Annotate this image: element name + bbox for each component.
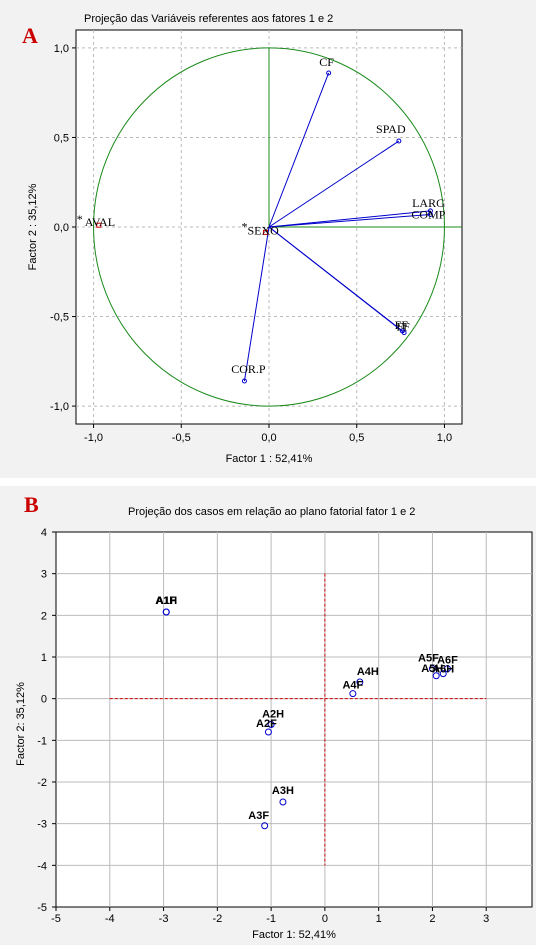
plot-area <box>55 531 533 908</box>
x-axis-label: Factor 1: 52,41% <box>252 929 336 941</box>
y-tick-label: 1 <box>41 652 47 664</box>
x-tick-label: -1,0 <box>84 432 103 444</box>
y-tick-label: -4 <box>37 860 47 872</box>
case-point <box>162 608 170 616</box>
panel-letter: B <box>24 492 39 517</box>
x-tick-label: -0,5 <box>172 432 191 444</box>
case-point <box>264 728 272 736</box>
case-label: A6F <box>437 655 458 667</box>
case-label: A1F <box>156 595 177 607</box>
vector-line <box>268 226 405 334</box>
x-tick-label: -1 <box>266 913 276 925</box>
case-label: A5H <box>421 663 443 675</box>
x-tick-label: 3 <box>483 913 489 925</box>
pca-variables-chart: -1,0 -0,5 0,0 0,5 1,0 1,0 0,5 0,0 -0,5 -1,0 CF SPAD… <box>22 13 463 465</box>
case-point <box>349 690 357 698</box>
case-label: A5F <box>418 653 439 665</box>
y-tick-label: -3 <box>37 819 47 831</box>
asterisk-mark: * <box>77 212 83 226</box>
vector-line <box>268 72 330 228</box>
x-tick-label: -2 <box>212 913 222 925</box>
case-label: A2F <box>256 718 277 730</box>
y-tick-label: 0 <box>41 694 47 706</box>
case-point <box>356 678 364 686</box>
variable-label: CF <box>319 55 334 69</box>
panel-letter: A <box>22 23 38 48</box>
supplementary-point <box>96 222 102 228</box>
y-tick-label: 4 <box>41 527 47 539</box>
variable-label: LARG <box>412 196 445 210</box>
case-label: A2H <box>262 709 284 721</box>
case-label: A6H <box>432 664 454 676</box>
x-tick-label: 0,5 <box>349 432 364 444</box>
variable-label: SPAD <box>376 122 406 136</box>
y-axis-label: Factor 2: 35,12% <box>15 682 27 766</box>
case-label: A4H <box>357 666 379 678</box>
case-point <box>279 798 287 806</box>
vector-tip <box>396 138 402 144</box>
case-point <box>432 672 440 680</box>
x-tick-label: 1 <box>376 913 382 925</box>
y-tick-label: -5 <box>37 902 47 914</box>
vector-tip <box>326 70 332 76</box>
chart-panel-b: -5 -4 -3 -2 -1 0 1 2 3 4 3 2 1 0 -1 -2 -3 -4 -5 A1F A1H A2H A2… <box>0 486 536 945</box>
case-label: A3H <box>272 785 294 797</box>
y-tick-label: 3 <box>41 569 47 581</box>
chart-panel-a: -1,0 -0,5 0,0 0,5 1,0 1,0 0,5 0,0 -0,5 -1,0 CF SPAD… <box>0 0 536 478</box>
x-tick-label: 0 <box>322 913 328 925</box>
y-tick-label: 0,0 <box>54 222 69 234</box>
case-point <box>261 822 269 830</box>
case-point <box>444 665 452 673</box>
y-tick-label: -0,5 <box>50 312 69 324</box>
variable-label: AVAL <box>85 215 115 229</box>
variable-label: COR.P <box>231 362 266 376</box>
x-tick-label: 2 <box>429 913 435 925</box>
vector-line <box>268 140 400 228</box>
case-point <box>267 721 275 728</box>
x-tick-label: 1,0 <box>437 432 452 444</box>
x-tick-label: -5 <box>51 913 61 925</box>
case-label: A1H <box>155 595 177 607</box>
variable-label: FF <box>396 320 410 334</box>
vector-tip <box>241 378 247 384</box>
variable-label: SEXO <box>247 223 279 237</box>
y-tick-label: -1 <box>37 735 47 747</box>
x-tick-label: -4 <box>105 913 115 925</box>
vector-tip <box>401 330 407 336</box>
y-tick-label: -1,0 <box>50 401 69 413</box>
case-label: A3F <box>248 810 269 822</box>
asterisk-mark: * <box>241 219 247 233</box>
case-label: A4F <box>342 680 363 692</box>
y-tick-label: 2 <box>41 610 47 622</box>
supplementary-point <box>262 229 268 235</box>
x-tick-label: 0,0 <box>261 432 276 444</box>
x-tick-label: -3 <box>159 913 169 925</box>
variable-label: COMP <box>411 207 445 221</box>
chart-title: Projeção dos casos em relação ao plano f… <box>128 506 415 518</box>
vector-line <box>268 210 431 228</box>
y-tick-label: 1,0 <box>54 43 69 55</box>
case-point <box>428 665 436 673</box>
chart-title: Projeção das Variáveis referentes aos fa… <box>84 13 333 25</box>
y-tick-label: 0,5 <box>54 132 69 144</box>
vector-line <box>243 226 270 382</box>
case-point <box>439 670 447 678</box>
y-axis-label: Factor 2 : 35,12% <box>27 183 39 270</box>
vector-tip <box>427 211 433 217</box>
x-axis-label: Factor 1 : 52,41% <box>226 453 313 465</box>
y-tick-label: -2 <box>37 777 47 789</box>
vector-line <box>268 213 431 228</box>
